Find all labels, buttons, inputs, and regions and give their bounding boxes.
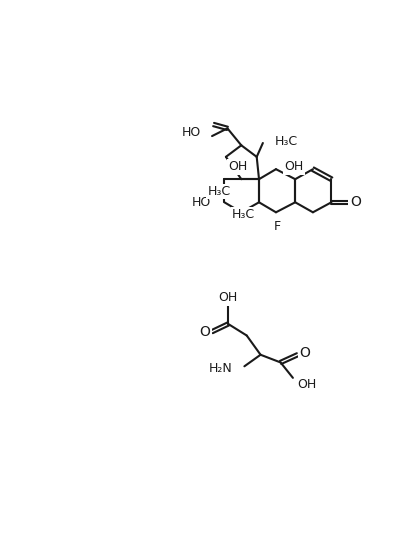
Text: OH: OH bbox=[297, 377, 317, 390]
Text: H₃C: H₃C bbox=[275, 135, 298, 148]
Text: HO: HO bbox=[191, 196, 211, 209]
Text: H₃C: H₃C bbox=[207, 185, 230, 198]
Text: H₂N: H₂N bbox=[208, 362, 232, 375]
Text: O: O bbox=[299, 346, 310, 360]
Text: O: O bbox=[199, 324, 211, 339]
Text: OH: OH bbox=[218, 292, 238, 304]
Text: HO: HO bbox=[182, 126, 201, 140]
Text: H₃C: H₃C bbox=[232, 208, 255, 221]
Text: OH: OH bbox=[228, 161, 247, 173]
Text: F: F bbox=[274, 219, 281, 233]
Text: OH: OH bbox=[284, 161, 303, 173]
Text: O: O bbox=[350, 195, 361, 210]
